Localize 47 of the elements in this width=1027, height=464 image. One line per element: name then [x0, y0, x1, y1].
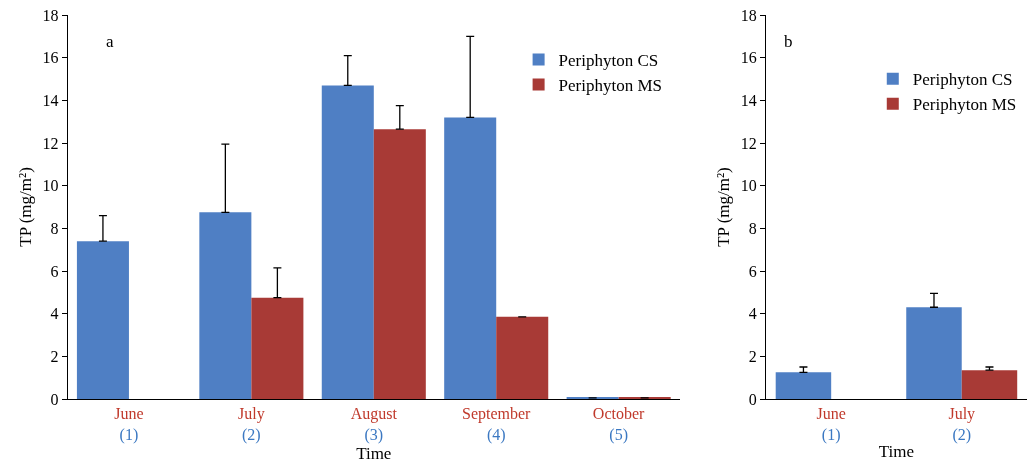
bar	[251, 297, 304, 399]
legend-label: Periphyton MS	[558, 76, 663, 96]
y-tick-label: 14	[42, 91, 59, 109]
y-tick-label: 4	[50, 305, 59, 323]
bar	[76, 241, 129, 399]
y-tick-label: 14	[740, 91, 757, 109]
y-tick-label: 8	[50, 219, 59, 237]
legend-label: Periphyton CS	[912, 70, 1013, 90]
y-tick-label: 0	[748, 390, 757, 408]
bar	[444, 117, 497, 399]
bar	[199, 212, 252, 399]
x-tick-label: July (2)	[238, 405, 265, 444]
y-axis-title: TP (mg/m²)	[714, 167, 734, 247]
x-tick-label: October (5)	[592, 405, 646, 444]
y-tick-label: 16	[42, 49, 59, 67]
y-axis-title: TP (mg/m²)	[16, 167, 36, 247]
x-axis-title: Time	[356, 444, 392, 463]
y-tick-label: 4	[748, 305, 757, 323]
text: b	[784, 32, 793, 51]
x-tick-label: June (1)	[114, 405, 144, 444]
bar	[961, 370, 1018, 399]
bar	[321, 85, 374, 399]
x-tick-label: June (1)	[816, 405, 846, 444]
legend-label: Periphyton CS	[558, 51, 659, 71]
y-tick-label: 16	[740, 49, 757, 67]
x-tick-label: September (4)	[462, 405, 532, 444]
y-tick-label: 0	[50, 390, 59, 408]
y-tick-label: 18	[42, 6, 59, 24]
x-tick-label: July (2)	[948, 405, 976, 444]
bar	[496, 316, 549, 399]
y-tick-label: 18	[740, 6, 757, 24]
text: a	[106, 32, 114, 51]
legend-label: Periphyton MS	[912, 95, 1017, 115]
y-tick-label: 6	[748, 262, 757, 280]
x-axis-title: Time	[878, 442, 915, 462]
y-tick-label: 2	[748, 347, 757, 365]
y-tick-label: 12	[42, 134, 59, 152]
y-tick-label: 12	[740, 134, 757, 152]
bar	[775, 372, 832, 399]
y-tick-label: 8	[748, 219, 757, 237]
y-tick-label: 6	[50, 262, 59, 280]
y-tick-label: 10	[740, 177, 757, 195]
y-tick-label: 2	[50, 347, 59, 365]
bar	[373, 129, 426, 399]
y-tick-label: 10	[42, 177, 59, 195]
bar	[906, 307, 962, 399]
x-tick-label: August (3)	[350, 405, 398, 444]
